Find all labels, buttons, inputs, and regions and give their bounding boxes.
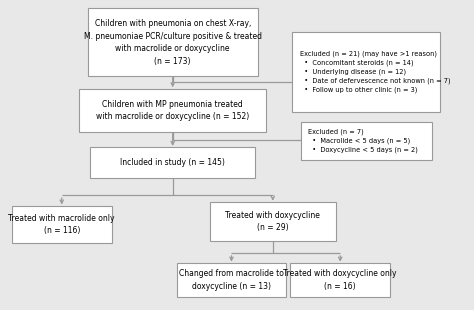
FancyBboxPatch shape — [90, 147, 255, 178]
Text: Children with pneumonia on chest X-ray,
M. pneumoniae PCR/culture positive & tre: Children with pneumonia on chest X-ray, … — [84, 19, 262, 66]
FancyBboxPatch shape — [290, 263, 390, 297]
Text: Excluded (n = 7)
  •  Macrolide < 5 days (n = 5)
  •  Doxycycline < 5 days (n = : Excluded (n = 7) • Macrolide < 5 days (n… — [309, 129, 419, 153]
FancyBboxPatch shape — [292, 32, 440, 112]
FancyBboxPatch shape — [210, 202, 336, 241]
Text: Treated with doxycycline
(n = 29): Treated with doxycycline (n = 29) — [225, 210, 320, 232]
Text: Excluded (n = 21) (may have >1 reason)
  •  Concomitant steroids (n = 14)
  •  U: Excluded (n = 21) (may have >1 reason) •… — [300, 51, 450, 93]
Text: Included in study (n = 145): Included in study (n = 145) — [120, 158, 225, 167]
Text: Children with MP pneumonia treated
with macrolide or doxycycline (n = 152): Children with MP pneumonia treated with … — [96, 100, 249, 121]
FancyBboxPatch shape — [177, 263, 286, 297]
Text: Changed from macrolide to
doxycycline (n = 13): Changed from macrolide to doxycycline (n… — [179, 269, 284, 291]
FancyBboxPatch shape — [79, 89, 266, 132]
Text: Treated with doxycycline only
(n = 16): Treated with doxycycline only (n = 16) — [283, 269, 397, 291]
FancyBboxPatch shape — [12, 206, 112, 243]
FancyBboxPatch shape — [88, 8, 257, 76]
FancyBboxPatch shape — [301, 122, 432, 160]
Text: Treated with macrolide only
(n = 116): Treated with macrolide only (n = 116) — [9, 214, 115, 235]
